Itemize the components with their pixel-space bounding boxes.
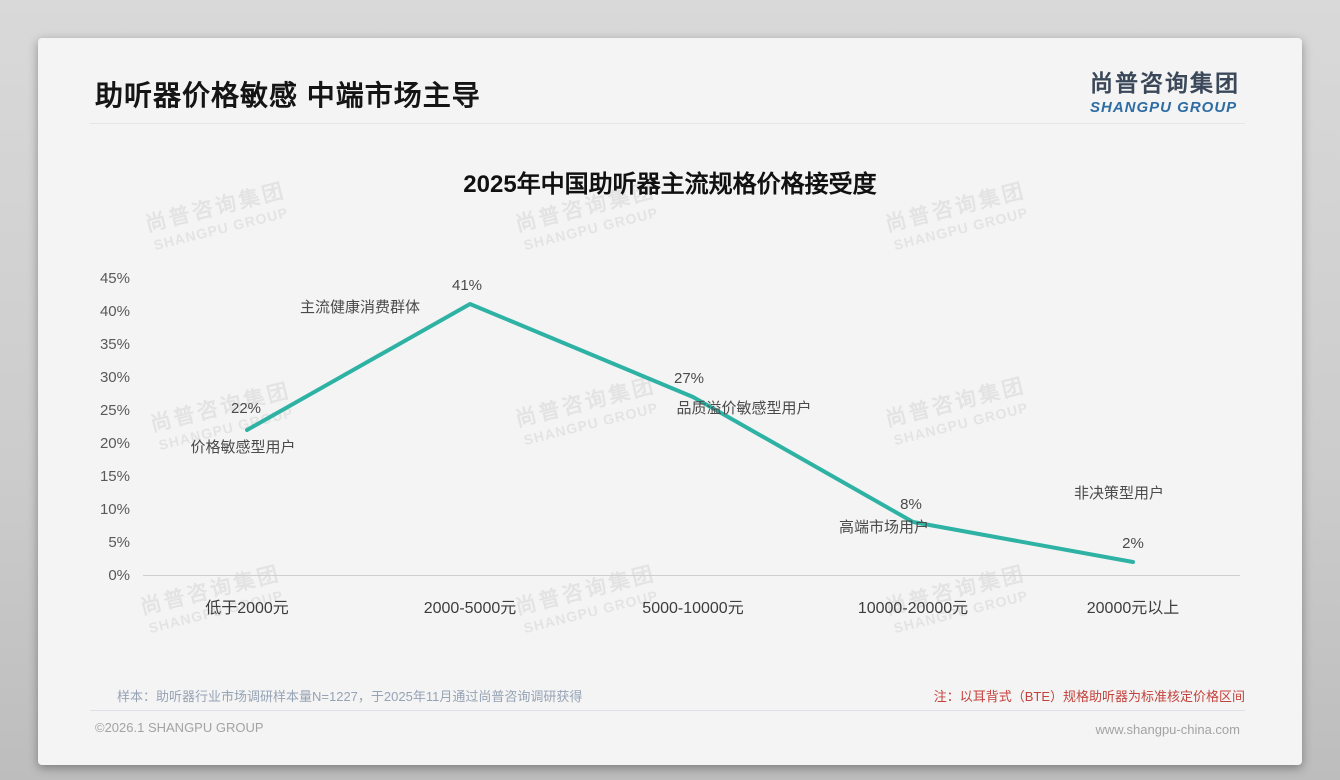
x-axis-line <box>143 575 1240 576</box>
y-tick: 5% <box>108 534 130 551</box>
y-tick: 25% <box>99 402 130 419</box>
y-tick: 20% <box>99 435 130 452</box>
point-value-label: 22% <box>230 400 262 417</box>
trend-line <box>245 302 1135 564</box>
price-basis-note: 注：以耳背式（BTE）规格助听器为标准核定价格区间 <box>933 689 1245 704</box>
company-logo: 尚普咨询集团 SHANGPU GROUP <box>1090 64 1240 116</box>
segment-annotation: 主流健康消费群体 <box>299 299 421 316</box>
y-tick: 30% <box>99 369 130 386</box>
segment-annotation: 非决策型用户 <box>1073 485 1165 502</box>
y-tick: 10% <box>99 501 130 518</box>
y-tick: 45% <box>99 270 130 287</box>
x-category-label: 10000-20000元 <box>857 600 969 617</box>
copyright-text: ©2026.1 SHANGPU GROUP <box>95 720 264 735</box>
page-title: 助听器价格敏感 中端市场主导 <box>95 80 481 111</box>
x-category-label: 5000-10000元 <box>642 600 744 617</box>
x-category-label: 低于2000元 <box>205 600 289 617</box>
segment-annotation: 高端市场用户 <box>838 519 930 536</box>
point-value-label: 8% <box>900 496 922 513</box>
y-tick: 0% <box>108 567 130 584</box>
report-card: 尚普咨询集团 SHANGPU GROUP 尚普咨询集团 SHANGPU GROUP … <box>38 38 1302 765</box>
header-divider <box>90 123 1245 124</box>
y-tick: 15% <box>99 468 130 485</box>
x-category-label: 2000-5000元 <box>423 600 517 617</box>
y-tick: 35% <box>99 336 130 353</box>
logo-cn-text: 尚普咨询集团 <box>1090 70 1240 96</box>
segment-annotation: 品质溢价敏感型用户 <box>676 400 812 417</box>
logo-en-text: SHANGPU GROUP <box>1090 99 1238 116</box>
segment-annotation: 价格敏感型用户 <box>190 439 296 456</box>
point-value-label: 41% <box>451 277 483 294</box>
point-value-label: 2% <box>1122 535 1144 552</box>
y-axis-tick-labels: 45% 40% 35% 30% 25% 20% 15% 10% 5% 0% <box>78 262 130 592</box>
website-url: www.shangpu-china.com <box>1095 722 1240 737</box>
trend-chart <box>245 302 1135 564</box>
y-tick: 40% <box>99 303 130 320</box>
x-category-label: 20000元以上 <box>1086 600 1180 617</box>
sample-note: 样本：助听器行业市场调研样本量N=1227，于2025年11月通过尚普咨询调研获… <box>117 689 583 704</box>
chart-title: 2025年中国助听器主流规格价格接受度 <box>463 171 877 198</box>
footer-divider <box>90 710 1245 711</box>
point-value-label: 27% <box>673 370 705 387</box>
